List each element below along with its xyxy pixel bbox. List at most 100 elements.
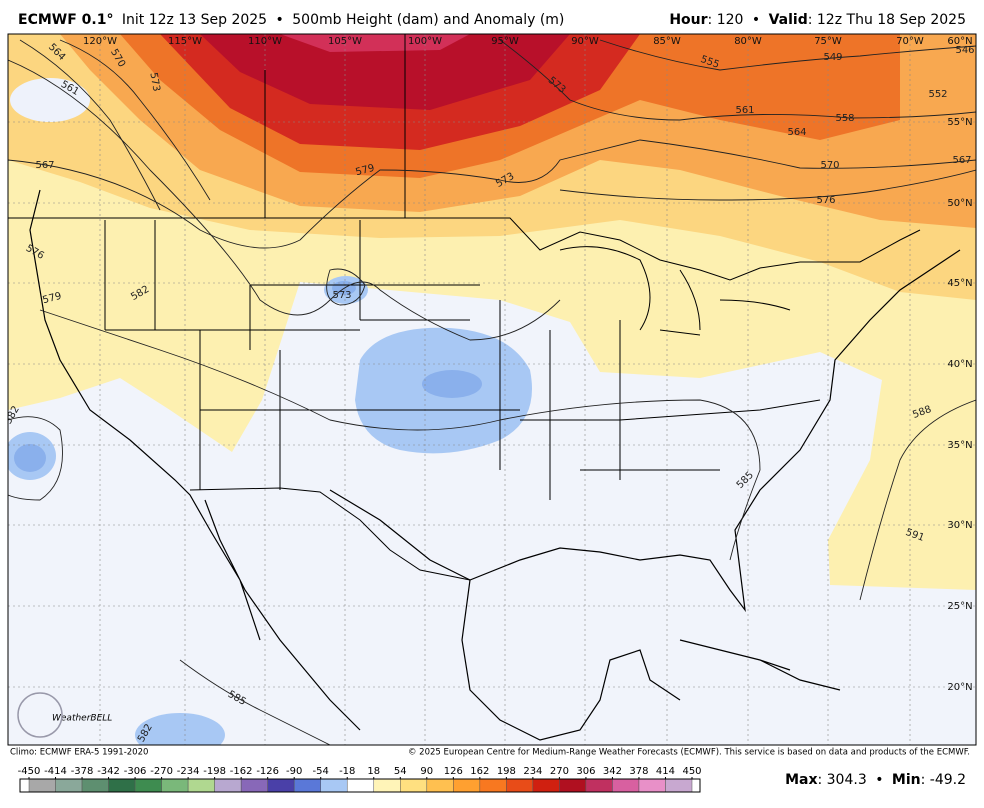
- anomaly-blue: [135, 713, 225, 745]
- colorbar-tick-label: 306: [576, 766, 595, 777]
- header-right: Hour: 120 • Valid: 12z Thu 18 Sep 2025: [669, 12, 966, 28]
- colorbar-swatch: [585, 778, 613, 793]
- header-left: ECMWF 0.1° Init 12z 13 Sep 2025 • 500mb …: [18, 12, 564, 28]
- climo-note: Climo: ECMWF ERA-5 1991-2020: [10, 748, 148, 758]
- colorbar-swatch: [638, 778, 666, 793]
- copyright: © 2025 European Centre for Medium-Range …: [408, 748, 970, 758]
- contour-label: 570: [820, 160, 839, 171]
- field: 500mb Height (dam) and Anomaly (m): [292, 12, 564, 28]
- colorbar-tick-label: -234: [177, 766, 200, 777]
- anomaly-white: [10, 78, 90, 122]
- latitude-label: 45°N: [947, 278, 972, 289]
- colorbar-swatch: [506, 778, 534, 793]
- colorbar-tick-label: -306: [124, 766, 147, 777]
- geo-label-group: 120°W 115°W 110°W 105°W 100°W 95°W 90°W 85°W 80°…: [83, 36, 973, 693]
- latitude-label: 35°N: [947, 440, 972, 451]
- logo-ring: [17, 692, 63, 738]
- hour-label: Hour: [669, 12, 707, 28]
- colorbar-tick-label: -54: [313, 766, 329, 777]
- map-frame: [7, 33, 977, 746]
- valid-label: Valid: [769, 12, 808, 28]
- hour: : 120: [708, 12, 744, 28]
- colorbar-tick-label: 270: [550, 766, 569, 777]
- colorbar-swatch: [453, 778, 481, 793]
- latitude-label: 60°N: [947, 36, 972, 47]
- colorbar-swatch: [346, 778, 375, 793]
- longitude-label: 105°W: [328, 36, 362, 47]
- colorbar-swatch: [240, 778, 268, 793]
- separator: •: [276, 12, 284, 28]
- init: Init 12z 13 Sep 2025: [122, 12, 267, 28]
- anomaly-blue-core: [14, 444, 46, 472]
- latitude-label: 55°N: [947, 117, 972, 128]
- colorbar-swatch: [665, 778, 693, 793]
- colorbar-tick-label: 18: [367, 766, 380, 777]
- max-value: : 304.3: [817, 772, 866, 788]
- min-value: : -49.2: [921, 772, 966, 788]
- colorbar-tick-label: 234: [523, 766, 542, 777]
- colorbar-swatch: [81, 778, 109, 793]
- colorbar-swatch: [108, 778, 136, 793]
- contour-label: 552: [928, 89, 947, 100]
- colorbar-swatch: [612, 778, 640, 793]
- colorbar-swatch: [426, 778, 454, 793]
- colorbar-tick-label: 342: [603, 766, 622, 777]
- latitude-label: 50°N: [947, 198, 972, 209]
- contour-label: 576: [816, 195, 835, 206]
- latitude-label: 30°N: [947, 520, 972, 531]
- colorbar-swatch: [532, 778, 560, 793]
- colorbar-tick-label: -450: [18, 766, 41, 777]
- colorbar-tick-label: -126: [256, 766, 279, 777]
- separator: •: [752, 12, 760, 28]
- colorbar-tick-label: -270: [150, 766, 173, 777]
- max-label: Max: [785, 772, 817, 788]
- colorbar-tick-label: -378: [71, 766, 94, 777]
- colorbar-swatch: [293, 778, 321, 793]
- colorbar-swatch: [134, 778, 162, 793]
- anomaly-blue-core: [422, 370, 482, 398]
- latitude-label: 20°N: [947, 682, 972, 693]
- contour-label: 567: [952, 155, 971, 166]
- colorbar-tick-label: -162: [230, 766, 253, 777]
- contour-label: 567: [35, 160, 54, 171]
- longitude-label: 115°W: [168, 36, 202, 47]
- min-label: Min: [892, 772, 921, 788]
- contour-label: 558: [835, 113, 854, 124]
- colorbar-tick-label: 414: [656, 766, 675, 777]
- colorbar-tick-label: -90: [286, 766, 302, 777]
- colorbar-frame: [19, 778, 701, 793]
- longitude-label: 120°W: [83, 36, 117, 47]
- colorbar-swatch: [320, 778, 348, 793]
- longitude-label: 75°W: [814, 36, 842, 47]
- colorbar-swatch: [214, 778, 242, 793]
- colorbar-tick-label: 90: [420, 766, 433, 777]
- longitude-label: 100°W: [408, 36, 442, 47]
- colorbar-tick-label: -342: [97, 766, 120, 777]
- colorbar-swatch: [187, 778, 215, 793]
- contour-label: 579: [354, 163, 375, 179]
- valid: : 12z Thu 18 Sep 2025: [808, 12, 966, 28]
- anomaly-dark-red: [200, 34, 570, 110]
- longitude-label: 70°W: [896, 36, 924, 47]
- geography: [8, 34, 961, 741]
- longitude-label: 85°W: [653, 36, 681, 47]
- colorbar-tick-label: 198: [497, 766, 516, 777]
- longitude-label: 110°W: [248, 36, 282, 47]
- contour-label: 573: [332, 290, 351, 301]
- colorbar-tick-label: 378: [629, 766, 648, 777]
- height-contours: [8, 39, 976, 745]
- colorbar-tick-label: -198: [203, 766, 226, 777]
- colorbar-swatch: [161, 778, 189, 793]
- separator: •: [875, 772, 883, 788]
- colorbar: -450 -414 -378 -342 -306 -270 -234 -198 -162 -126…: [18, 766, 702, 793]
- contour-label: 573: [147, 72, 161, 93]
- colorbar-swatch: [55, 778, 83, 793]
- colorbar-swatch: [559, 778, 587, 793]
- anomaly-pink: [280, 34, 470, 52]
- colorbar-swatch: [479, 778, 507, 793]
- colorbar-tick-label: 54: [394, 766, 407, 777]
- latitude-label: 40°N: [947, 359, 972, 370]
- colorbar-swatch: [373, 778, 401, 793]
